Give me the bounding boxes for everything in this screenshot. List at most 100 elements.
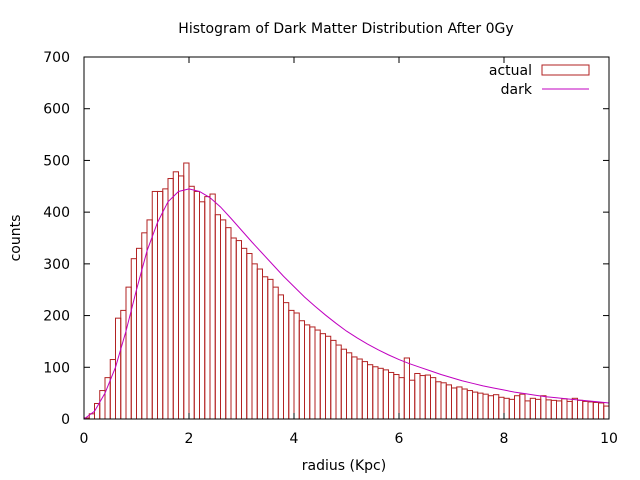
histogram-bar [262, 276, 269, 420]
histogram-bar [393, 374, 400, 420]
histogram-bar [346, 352, 353, 420]
histogram-bar [183, 162, 190, 420]
histogram-bar [372, 366, 379, 420]
histogram-bar [351, 356, 358, 420]
x-tick-label: 4 [290, 431, 299, 447]
x-tick-label: 0 [80, 431, 89, 447]
histogram-bar [535, 398, 542, 420]
histogram-bar [356, 358, 363, 420]
plot-frame [83, 56, 610, 420]
histogram-bar [592, 401, 599, 420]
histogram-bar [577, 399, 584, 420]
histogram-bar [419, 375, 426, 420]
histogram-bar [157, 190, 164, 420]
histogram-bar [256, 268, 263, 420]
y-axis-label: counts [8, 215, 24, 262]
histogram-bar [456, 386, 463, 420]
histogram-bar [545, 399, 552, 420]
y-tick-label: 300 [43, 257, 70, 273]
histogram-bar [319, 333, 326, 420]
histogram-bar [361, 361, 368, 420]
histogram-bar [288, 309, 295, 420]
histogram-bar [115, 317, 122, 420]
histogram-bar [267, 278, 274, 420]
histogram-bar [330, 339, 337, 420]
histogram-bar [487, 395, 494, 420]
histogram-bar [382, 369, 389, 420]
histogram-bar [120, 309, 127, 420]
histogram-bar [503, 397, 510, 420]
y-tick-label: 100 [43, 360, 70, 376]
dark-fit-line [83, 188, 610, 420]
histogram-bar [571, 397, 578, 420]
histogram-bar [178, 175, 185, 420]
histogram-bar [214, 214, 221, 420]
legend-label-dark: dark [501, 82, 533, 98]
histogram-bar [298, 320, 305, 420]
histogram-bar [209, 193, 216, 420]
histogram-bar [204, 196, 211, 420]
histogram-bar [445, 384, 452, 420]
histogram-bar [398, 377, 405, 420]
x-tick-label: 10 [600, 431, 618, 447]
histogram-bar [335, 344, 342, 420]
histogram-bar [451, 387, 458, 420]
histogram-bar [188, 185, 195, 420]
histogram-bar [388, 371, 395, 420]
histogram-bar [566, 400, 573, 420]
y-tick-label: 600 [43, 102, 70, 118]
histogram-bar [230, 237, 237, 420]
histogram-bar [508, 398, 515, 420]
histogram-bar [414, 372, 421, 420]
histogram-bar [162, 188, 169, 420]
histogram-bar [435, 381, 442, 420]
histogram-bar [556, 400, 563, 420]
histogram-bar [172, 171, 179, 420]
histogram-bar [514, 395, 521, 420]
histogram-bar [309, 326, 316, 420]
histogram-bar [498, 396, 505, 420]
histogram-bar [582, 400, 589, 420]
histogram-bar [340, 348, 347, 420]
histogram-bar [403, 357, 410, 420]
histogram-bar [246, 253, 253, 420]
histogram-bar [466, 390, 473, 420]
histogram-bar [461, 388, 468, 420]
histogram-bar [367, 364, 374, 420]
histogram-bar [241, 247, 248, 420]
histogram-bar [283, 302, 290, 420]
x-tick-label: 6 [395, 431, 404, 447]
histogram-bar [193, 190, 200, 420]
histogram-bar [272, 286, 279, 420]
histogram-bar [199, 201, 206, 420]
histogram-bar [235, 240, 242, 420]
histogram-bar [220, 219, 227, 420]
histogram-bar [598, 402, 605, 420]
x-tick-label: 8 [500, 431, 509, 447]
histogram-bar [550, 399, 557, 420]
histogram-bar [477, 392, 484, 420]
histogram-bar [540, 395, 547, 420]
histogram-bar [587, 401, 594, 420]
y-tick-label: 200 [43, 309, 70, 325]
y-tick-label: 700 [43, 50, 70, 66]
histogram-bar [167, 178, 174, 420]
histogram-bars [83, 162, 610, 420]
legend: actual dark [489, 63, 590, 98]
histogram-bar [409, 379, 416, 420]
y-tick-label: 500 [43, 153, 70, 169]
histogram-bar [277, 294, 284, 420]
histogram-bar [377, 367, 384, 420]
histogram-bar [482, 393, 489, 420]
histogram-bar [524, 400, 531, 420]
histogram-bar [293, 312, 300, 420]
histogram-bar [561, 398, 568, 420]
histogram-bar [104, 377, 111, 420]
histogram-bar [130, 258, 137, 420]
legend-label-actual: actual [489, 63, 532, 79]
x-axis-label: radius (Kpc) [302, 458, 386, 474]
histogram-bar [304, 324, 311, 420]
histogram-bar [325, 335, 332, 420]
